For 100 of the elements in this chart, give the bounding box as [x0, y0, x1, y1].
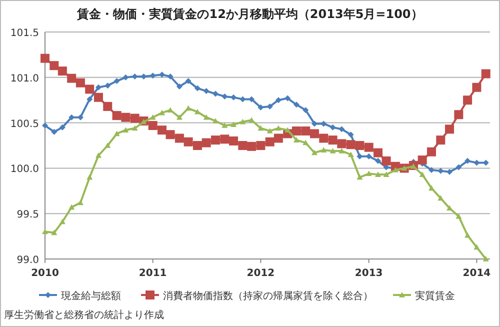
point	[356, 174, 363, 180]
point	[310, 129, 319, 138]
point	[185, 78, 192, 84]
point	[202, 138, 211, 148]
point	[463, 96, 472, 105]
y-tick-label: 101.0	[10, 73, 39, 84]
point	[256, 141, 266, 150]
point	[229, 136, 238, 146]
point	[166, 130, 175, 140]
point	[104, 142, 111, 148]
point	[330, 124, 336, 130]
point	[114, 130, 120, 136]
point	[292, 126, 301, 136]
x-tick-label: 2012	[246, 268, 275, 279]
point	[366, 170, 372, 176]
point	[86, 96, 93, 102]
point	[194, 108, 200, 114]
point	[42, 228, 48, 234]
point	[302, 107, 309, 114]
point	[428, 185, 434, 191]
point	[174, 134, 184, 143]
x-tick-label: 2011	[138, 268, 167, 279]
point	[338, 126, 345, 132]
point	[472, 82, 482, 92]
point	[159, 110, 166, 116]
point	[210, 136, 220, 145]
point	[265, 137, 274, 146]
point	[337, 139, 346, 148]
point	[130, 114, 140, 123]
point	[176, 114, 182, 120]
point	[482, 256, 489, 262]
point	[203, 88, 210, 94]
point	[383, 172, 390, 177]
point	[148, 121, 158, 130]
point	[474, 244, 480, 250]
legend-label: 現金給与総額	[61, 290, 121, 302]
point	[67, 74, 76, 83]
point	[248, 96, 255, 102]
point	[238, 141, 248, 150]
point	[311, 150, 318, 156]
point	[274, 134, 283, 143]
point	[375, 158, 382, 164]
point	[275, 125, 282, 131]
point	[220, 134, 230, 144]
point	[284, 95, 291, 102]
point	[266, 128, 273, 134]
point	[51, 128, 58, 135]
point	[85, 84, 94, 94]
point	[40, 54, 50, 63]
y-tick-label: 99.0	[16, 255, 39, 266]
point	[481, 69, 490, 78]
point	[230, 122, 237, 128]
point	[184, 137, 193, 146]
point	[94, 92, 103, 102]
point	[212, 118, 218, 124]
point	[375, 172, 382, 177]
point	[121, 112, 130, 122]
point	[240, 118, 246, 124]
point	[445, 124, 454, 134]
point	[374, 148, 383, 158]
x-tick-label: 2010	[31, 268, 59, 279]
point	[319, 134, 328, 143]
point	[418, 156, 427, 165]
point	[438, 195, 444, 201]
point	[428, 167, 434, 174]
point	[426, 147, 436, 156]
point	[167, 73, 174, 80]
point	[284, 127, 291, 132]
point	[410, 163, 416, 169]
point	[68, 204, 75, 210]
x-tick-label: 2014	[462, 268, 491, 279]
point	[302, 140, 309, 146]
point	[293, 102, 300, 108]
point	[112, 111, 122, 120]
point	[454, 110, 464, 120]
point	[59, 124, 66, 130]
point	[464, 158, 471, 164]
point	[50, 61, 59, 70]
point	[150, 114, 156, 120]
point	[159, 72, 166, 78]
point	[203, 114, 210, 120]
y-tick-label: 100.0	[10, 164, 39, 176]
point	[59, 218, 66, 224]
point	[338, 148, 345, 154]
point	[86, 174, 93, 180]
point	[95, 84, 102, 90]
point	[348, 132, 354, 138]
point	[176, 83, 182, 90]
point	[51, 230, 58, 236]
point	[258, 125, 264, 131]
point	[348, 152, 354, 157]
y-tick-label: 99.5	[16, 210, 39, 221]
point	[456, 164, 462, 170]
point	[42, 122, 48, 129]
point	[230, 94, 237, 100]
point	[311, 120, 318, 127]
legend-label: 実質賃金	[415, 290, 455, 302]
point	[158, 126, 167, 135]
point	[293, 137, 300, 142]
point	[58, 66, 67, 76]
